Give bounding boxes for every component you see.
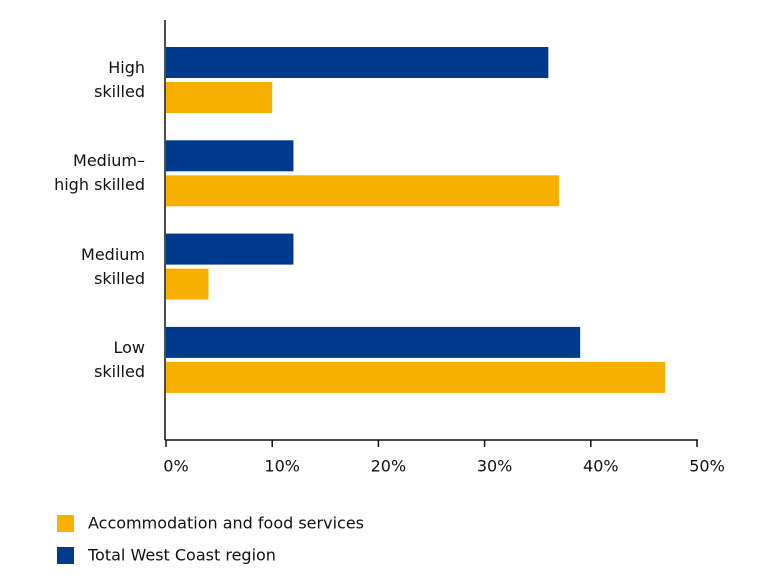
legend-label: Total West Coast region: [87, 546, 276, 565]
bar: [166, 47, 549, 78]
y-tick-label: Medium– high skilled: [54, 151, 145, 195]
bar: [166, 268, 209, 300]
y-tick-label: High skilled: [94, 58, 145, 101]
bar: [166, 140, 294, 172]
legend-swatch: [57, 515, 74, 532]
x-tick-label: 40%: [583, 457, 619, 476]
x-tick-label: 20%: [371, 457, 407, 476]
y-tick-label: Medium skilled: [81, 244, 145, 288]
legend-swatch: [57, 547, 74, 564]
x-tick-label: 10%: [264, 457, 300, 476]
y-tick-label: Low skilled: [94, 337, 145, 381]
bar: [166, 361, 666, 393]
x-tick-label: 50%: [689, 457, 725, 476]
x-tick-label: 30%: [477, 457, 513, 476]
bar: [166, 175, 559, 207]
legend-label: Accommodation and food services: [88, 514, 364, 533]
bar: [166, 82, 273, 113]
x-tick-label: 0%: [163, 457, 188, 476]
bar: [166, 326, 581, 358]
bar: [166, 233, 294, 265]
